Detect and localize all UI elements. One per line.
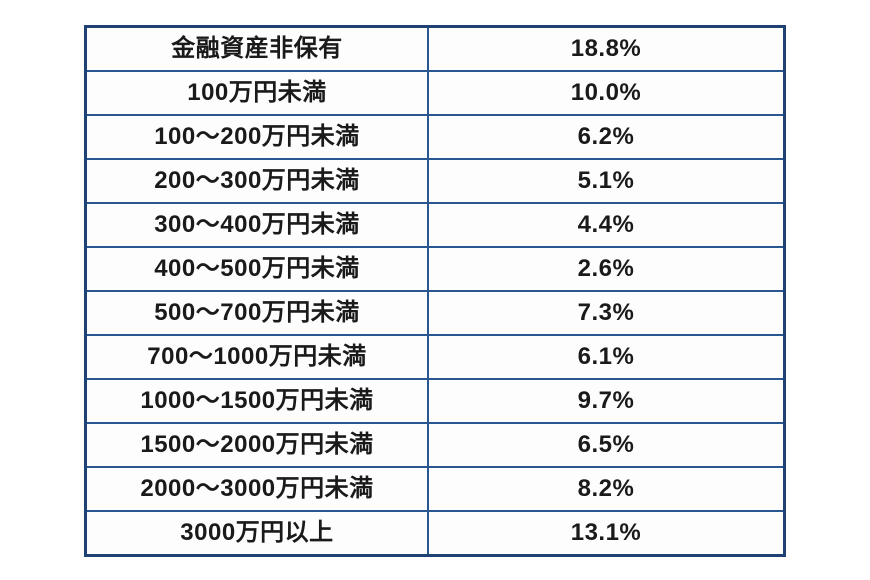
asset-range-cell: 1000〜1500万円未満 xyxy=(84,377,429,424)
table-row: 100万円未満 10.0% xyxy=(84,70,786,117)
percentage-cell: 7.3% xyxy=(427,289,786,336)
table-row: 1000〜1500万円未満 9.7% xyxy=(84,377,786,424)
percentage-cell: 10.0% xyxy=(427,70,786,117)
percentage-cell: 9.7% xyxy=(427,377,786,424)
asset-range-cell: 100〜200万円未満 xyxy=(84,114,429,161)
percentage-cell: 4.4% xyxy=(427,202,786,249)
table-row: 100〜200万円未満 6.2% xyxy=(84,114,786,161)
table-row: 400〜500万円未満 2.6% xyxy=(84,246,786,292)
asset-range-cell: 700〜1000万円未満 xyxy=(84,333,429,380)
percentage-cell: 6.2% xyxy=(427,114,786,161)
table-row: 200〜300万円未満 5.1% xyxy=(84,158,786,205)
asset-range-cell: 200〜300万円未満 xyxy=(84,158,429,205)
financial-assets-table: 金融資産非保有 18.8% 100万円未満 10.0% 100〜200万円未満 … xyxy=(84,25,786,557)
table-row: 700〜1000万円未満 6.1% xyxy=(84,333,786,380)
percentage-cell: 8.2% xyxy=(427,465,786,512)
percentage-cell: 2.6% xyxy=(427,246,786,292)
table-row: 3000万円以上 13.1% xyxy=(84,509,786,557)
percentage-cell: 18.8% xyxy=(427,25,786,73)
table-row: 500〜700万円未満 7.3% xyxy=(84,289,786,336)
asset-range-cell: 300〜400万円未満 xyxy=(84,202,429,249)
table-row: 1500〜2000万円未満 6.5% xyxy=(84,421,786,468)
percentage-cell: 6.1% xyxy=(427,333,786,380)
asset-range-cell: 3000万円以上 xyxy=(84,509,429,557)
asset-range-cell: 100万円未満 xyxy=(84,70,429,117)
asset-range-cell: 400〜500万円未満 xyxy=(84,246,429,292)
asset-range-cell: 金融資産非保有 xyxy=(84,25,429,73)
percentage-cell: 5.1% xyxy=(427,158,786,205)
asset-range-cell: 2000〜3000万円未満 xyxy=(84,465,429,512)
asset-range-cell: 500〜700万円未満 xyxy=(84,289,429,336)
percentage-cell: 6.5% xyxy=(427,421,786,468)
asset-range-cell: 1500〜2000万円未満 xyxy=(84,421,429,468)
percentage-cell: 13.1% xyxy=(427,509,786,557)
table-row: 2000〜3000万円未満 8.2% xyxy=(84,465,786,512)
table-row: 金融資産非保有 18.8% xyxy=(84,25,786,73)
table-row: 300〜400万円未満 4.4% xyxy=(84,202,786,249)
